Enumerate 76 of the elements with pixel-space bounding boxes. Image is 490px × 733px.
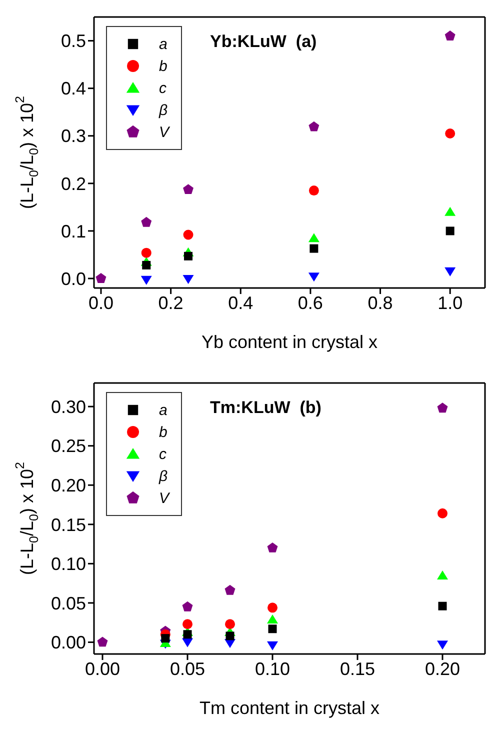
legend-label: b xyxy=(159,58,168,74)
x-tick-label: 0.0 xyxy=(88,292,114,313)
point xyxy=(437,640,448,650)
point xyxy=(224,584,236,595)
point xyxy=(182,638,193,648)
legend-label: β xyxy=(159,468,169,484)
point xyxy=(161,634,170,643)
point xyxy=(437,402,448,413)
text: Yb:KLuW (a) xyxy=(210,32,317,52)
y-tick-label: 0.15 xyxy=(50,514,86,535)
legend-label: V xyxy=(159,124,171,140)
x-axis-title: Tm content in crystal x xyxy=(199,698,380,718)
point xyxy=(141,216,152,227)
point xyxy=(183,184,194,194)
legend-label: c xyxy=(159,80,168,96)
x-tick-label: 0.4 xyxy=(228,292,254,313)
point xyxy=(308,121,320,132)
y-tick-label: 0.1 xyxy=(60,221,86,242)
x-tick-label: 1.0 xyxy=(438,292,463,313)
point xyxy=(141,248,152,258)
point xyxy=(268,624,277,634)
point xyxy=(268,602,278,613)
point xyxy=(182,619,192,630)
y-tick-label: 0.0 xyxy=(60,268,86,289)
y-tick-label: 0.30 xyxy=(50,396,86,417)
point xyxy=(308,233,320,242)
point xyxy=(140,276,152,285)
x-tick-label: 0.20 xyxy=(424,658,460,679)
x-axis-title: Yb content in crystal x xyxy=(201,332,378,352)
y-tick-label: 0.3 xyxy=(60,126,86,146)
point xyxy=(444,206,456,216)
point xyxy=(267,614,278,624)
point xyxy=(184,252,193,260)
point xyxy=(226,632,234,640)
point xyxy=(97,636,108,647)
point xyxy=(225,619,235,630)
legend-label: a xyxy=(159,402,168,418)
point xyxy=(183,630,192,639)
point xyxy=(308,272,320,282)
y-tick-label: 0.00 xyxy=(50,632,86,653)
x-tick-label: 0.6 xyxy=(298,292,323,313)
point xyxy=(310,244,318,253)
point xyxy=(183,230,194,240)
point xyxy=(444,30,456,40)
x-tick-label: 0.10 xyxy=(254,658,290,679)
point xyxy=(96,272,106,283)
point xyxy=(267,542,278,552)
legend-label: β xyxy=(159,102,169,118)
point xyxy=(182,601,193,612)
point xyxy=(267,641,278,650)
point xyxy=(308,186,319,196)
y-tick-label: 0.05 xyxy=(50,593,86,614)
x-tick-label: 0.05 xyxy=(170,658,206,679)
legend-label: b xyxy=(159,424,168,440)
legend-label: V xyxy=(159,490,171,506)
point xyxy=(142,260,151,270)
text: Tm:KLuW (b) xyxy=(210,398,322,418)
y-tick-label: 0.4 xyxy=(60,78,86,99)
point xyxy=(182,274,194,284)
y-tick-label: 0.10 xyxy=(50,554,86,574)
point xyxy=(444,267,456,276)
legend-label: a xyxy=(159,36,168,52)
point xyxy=(438,602,447,610)
y-tick-label: 0.25 xyxy=(50,436,86,456)
legend-label: c xyxy=(159,446,168,462)
x-tick-label: 0.15 xyxy=(340,658,376,679)
point xyxy=(437,570,448,580)
y-tick-label: 0.20 xyxy=(50,476,86,496)
x-tick-label: 0.2 xyxy=(158,292,184,313)
point xyxy=(445,128,456,138)
point xyxy=(446,226,454,236)
x-tick-label: 0.00 xyxy=(84,658,120,679)
y-tick-label: 0.2 xyxy=(60,174,86,194)
point xyxy=(438,508,448,518)
y-tick-label: 0.5 xyxy=(60,31,86,52)
x-tick-label: 0.8 xyxy=(368,292,393,313)
